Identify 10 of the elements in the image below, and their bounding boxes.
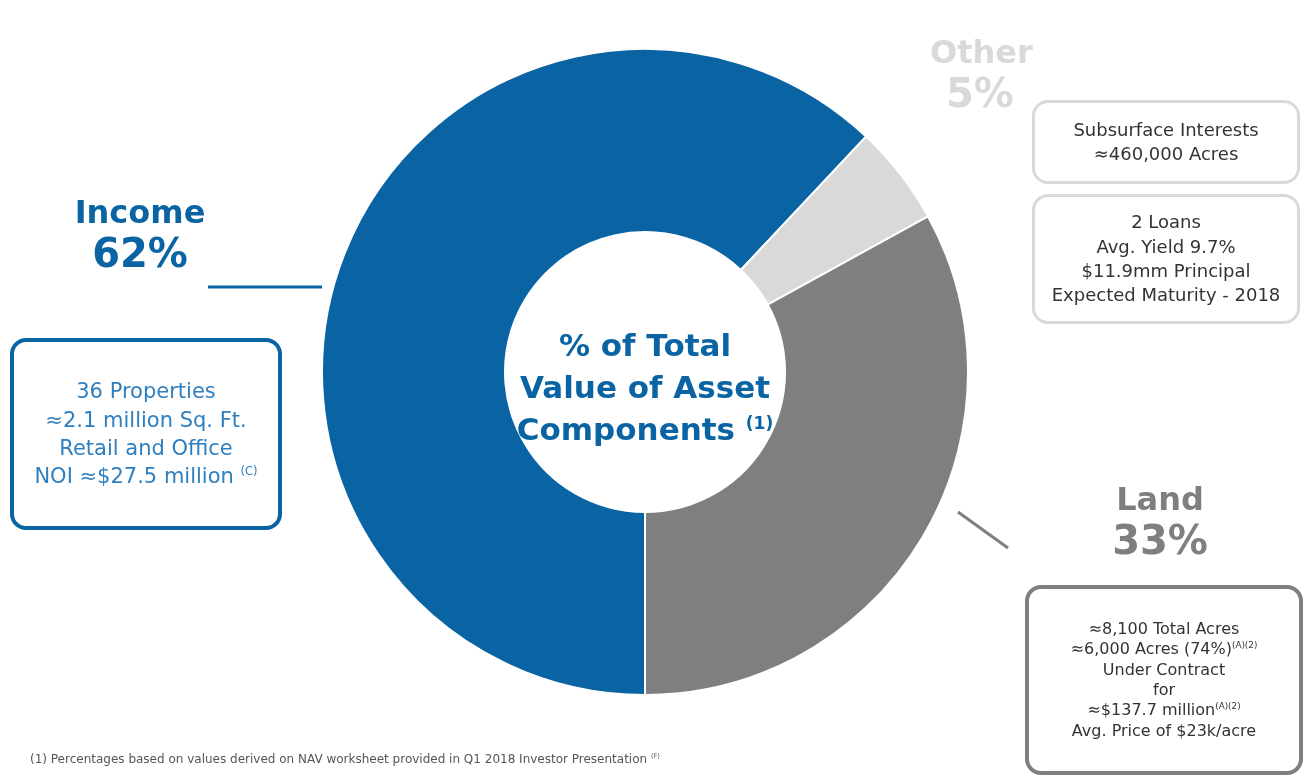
text: % of Total Value of Asset Components $^{(1)}$	[515, 326, 775, 449]
data-label: 62%	[91, 229, 189, 276]
text: ≈8,100 Total Acres ≈6,000 Acres (74%)$^{(A)(2)}$ Under Contract for ≈$137.7 million$^{(A)(2)}$ Avg. Price of $23k/acre	[1070, 618, 1258, 740]
text: 2 Loans Avg. Yield 9.7% $11.9mm Principal Expected Maturity - 2018	[1050, 210, 1282, 308]
text: 36 Properties ≈2.1 million Sq. Ft. Retail and Office NOI ≈$27.5 million $^{(C)}$	[33, 378, 259, 491]
slice-label: Land	[1115, 480, 1205, 518]
slice-label: Income	[73, 193, 207, 231]
data-label: 33%	[1111, 516, 1209, 563]
text: Subsurface Interests ≈460,000 Acres	[1072, 117, 1260, 166]
text: (1) Percentages based on values derived on NAV worksheet provided in Q1 2018 Investor Presentation $^{(F)}$	[30, 752, 661, 766]
